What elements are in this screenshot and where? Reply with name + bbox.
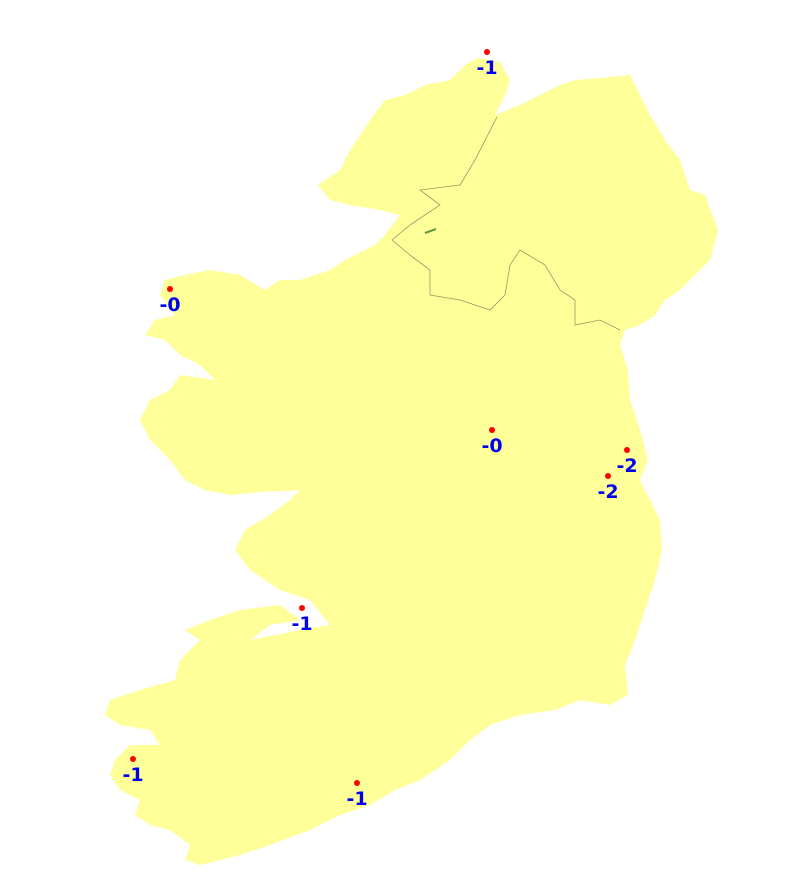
lough-erne xyxy=(424,228,437,234)
point-marker[interactable] xyxy=(354,780,360,786)
point-marker[interactable] xyxy=(299,605,305,611)
point-markers: -1 -0 -0 -2 -2 -1 -1 -1 xyxy=(122,49,638,810)
point-marker[interactable] xyxy=(605,473,611,479)
point-marker[interactable] xyxy=(167,286,173,292)
point-label: -1 xyxy=(346,788,367,810)
point-label: -1 xyxy=(291,613,312,635)
point-label: -1 xyxy=(122,764,143,786)
point-label: -2 xyxy=(616,455,637,477)
point-marker[interactable] xyxy=(130,756,136,762)
ireland-landmass xyxy=(105,58,718,865)
point-marker[interactable] xyxy=(489,427,495,433)
point-label: -2 xyxy=(597,481,618,503)
point-marker[interactable] xyxy=(624,447,630,453)
point-marker[interactable] xyxy=(484,49,490,55)
point-label: -1 xyxy=(476,57,497,79)
point-label: -0 xyxy=(481,435,502,457)
point-label: -0 xyxy=(159,294,180,316)
northern-ireland-border xyxy=(391,116,621,331)
